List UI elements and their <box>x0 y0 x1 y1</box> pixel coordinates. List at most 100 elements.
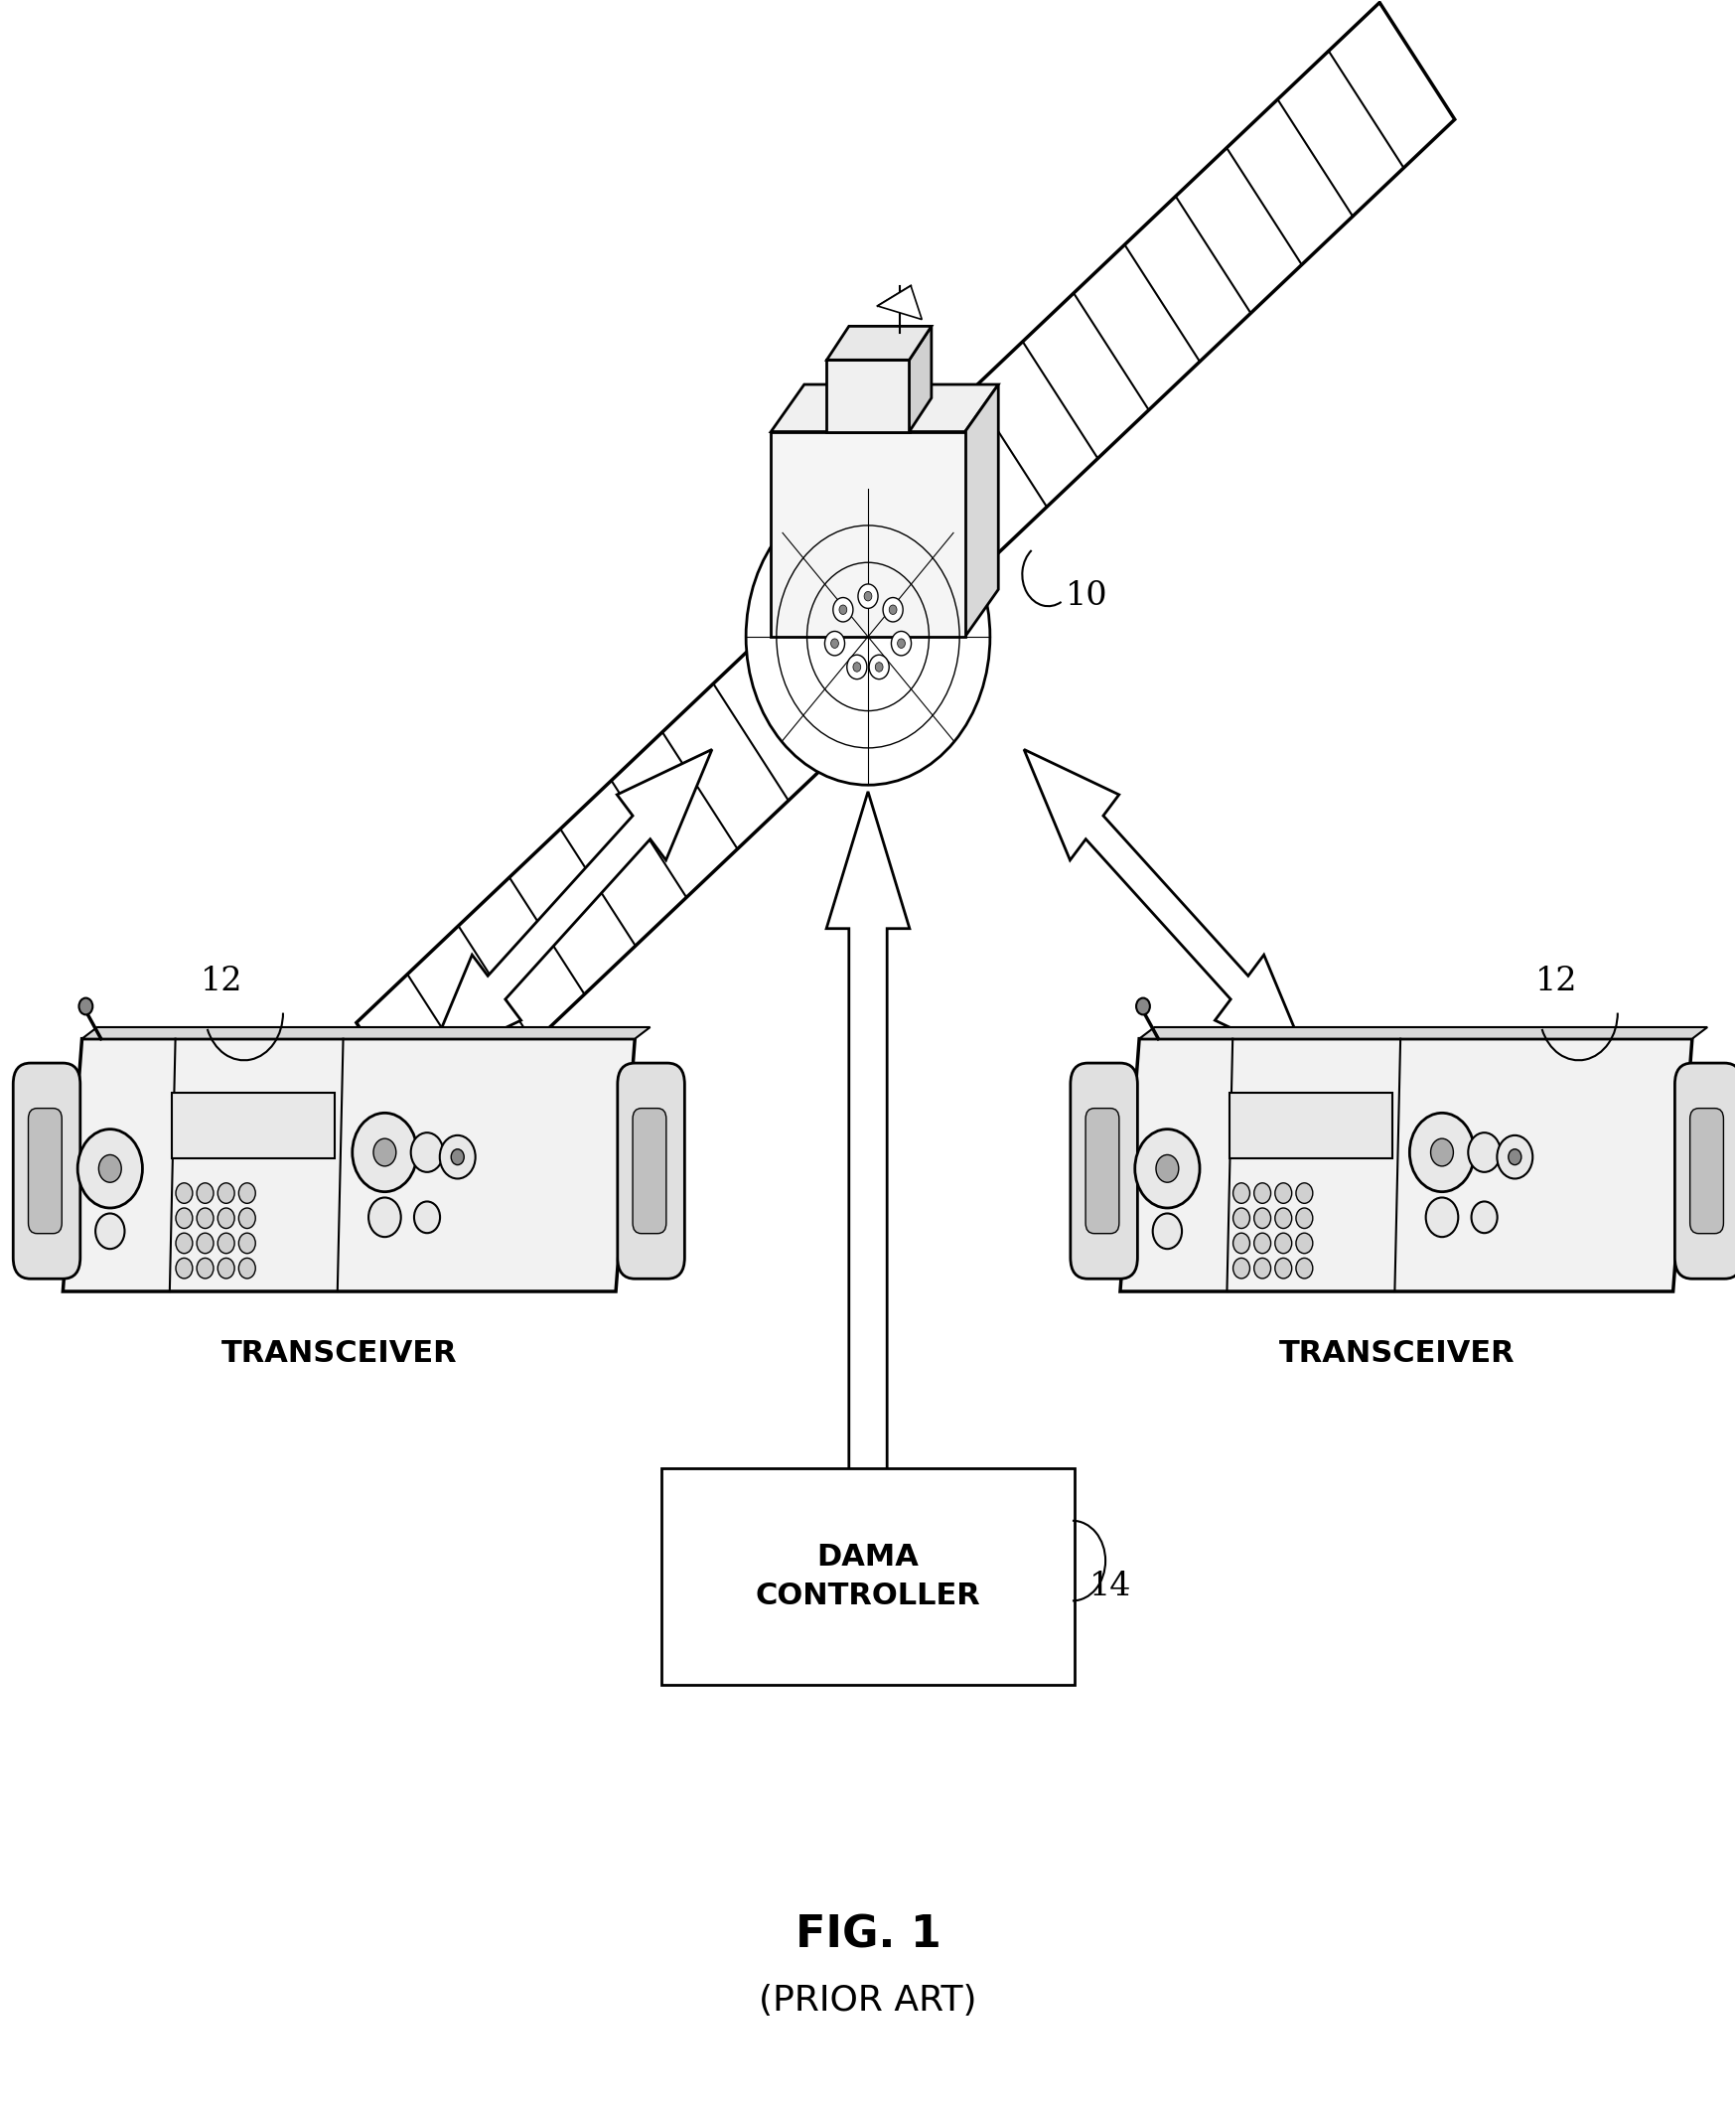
Circle shape <box>1253 1232 1271 1253</box>
Text: 12: 12 <box>1535 966 1578 998</box>
Polygon shape <box>771 384 998 433</box>
Circle shape <box>1153 1213 1182 1249</box>
Circle shape <box>175 1232 193 1253</box>
FancyBboxPatch shape <box>1689 1108 1724 1234</box>
Circle shape <box>825 631 845 656</box>
Text: (PRIOR ART): (PRIOR ART) <box>759 1983 977 2017</box>
FancyBboxPatch shape <box>28 1108 62 1234</box>
Circle shape <box>1253 1184 1271 1203</box>
FancyBboxPatch shape <box>1071 1063 1137 1279</box>
Circle shape <box>238 1232 255 1253</box>
Circle shape <box>833 597 852 622</box>
Circle shape <box>1496 1135 1533 1179</box>
Circle shape <box>1274 1232 1292 1253</box>
Circle shape <box>411 1133 443 1171</box>
Circle shape <box>238 1184 255 1203</box>
Text: DAMA
CONTROLLER: DAMA CONTROLLER <box>755 1542 981 1610</box>
Circle shape <box>1233 1232 1250 1253</box>
Circle shape <box>858 584 878 608</box>
Circle shape <box>175 1184 193 1203</box>
Circle shape <box>217 1232 234 1253</box>
Circle shape <box>1297 1232 1312 1253</box>
Circle shape <box>439 1135 476 1179</box>
Circle shape <box>1509 1150 1521 1165</box>
Circle shape <box>1297 1209 1312 1228</box>
Circle shape <box>217 1209 234 1228</box>
Circle shape <box>1233 1209 1250 1228</box>
Circle shape <box>196 1258 214 1279</box>
Circle shape <box>1425 1198 1458 1236</box>
Circle shape <box>238 1258 255 1279</box>
Bar <box>826 361 910 433</box>
Circle shape <box>1253 1258 1271 1279</box>
FancyBboxPatch shape <box>14 1063 80 1279</box>
FancyBboxPatch shape <box>1229 1093 1392 1158</box>
Text: 10: 10 <box>1066 580 1108 612</box>
Polygon shape <box>910 327 932 433</box>
Circle shape <box>1274 1184 1292 1203</box>
Polygon shape <box>356 587 891 1139</box>
Circle shape <box>196 1209 214 1228</box>
Circle shape <box>1469 1133 1500 1171</box>
Circle shape <box>889 606 898 614</box>
Circle shape <box>352 1112 417 1192</box>
Circle shape <box>1233 1258 1250 1279</box>
Circle shape <box>1135 1129 1200 1209</box>
Circle shape <box>1135 998 1149 1015</box>
Circle shape <box>865 591 871 601</box>
Circle shape <box>78 998 92 1015</box>
Circle shape <box>1274 1209 1292 1228</box>
FancyBboxPatch shape <box>1675 1063 1736 1279</box>
Circle shape <box>898 639 904 648</box>
Circle shape <box>196 1184 214 1203</box>
Polygon shape <box>425 749 712 1066</box>
Circle shape <box>1253 1209 1271 1228</box>
Polygon shape <box>82 1028 649 1038</box>
Circle shape <box>891 631 911 656</box>
Text: TRANSCEIVER: TRANSCEIVER <box>222 1340 457 1367</box>
Text: 12: 12 <box>201 966 243 998</box>
Polygon shape <box>826 791 910 1473</box>
Circle shape <box>373 1139 396 1167</box>
Circle shape <box>99 1154 122 1182</box>
Polygon shape <box>1139 1028 1708 1038</box>
Polygon shape <box>965 384 998 637</box>
Circle shape <box>1430 1139 1453 1167</box>
Circle shape <box>847 654 866 679</box>
Polygon shape <box>877 285 922 319</box>
Circle shape <box>746 487 990 785</box>
FancyBboxPatch shape <box>172 1093 335 1158</box>
Circle shape <box>175 1209 193 1228</box>
Polygon shape <box>1024 749 1311 1066</box>
Circle shape <box>175 1258 193 1279</box>
Bar <box>771 433 965 637</box>
Circle shape <box>852 663 861 671</box>
Circle shape <box>368 1198 401 1236</box>
Circle shape <box>870 654 889 679</box>
Circle shape <box>1297 1258 1312 1279</box>
Text: FIG. 1: FIG. 1 <box>795 1914 941 1956</box>
Circle shape <box>1410 1112 1474 1192</box>
Circle shape <box>884 597 903 622</box>
Circle shape <box>1233 1184 1250 1203</box>
Circle shape <box>451 1150 464 1165</box>
Text: 14: 14 <box>1090 1570 1132 1601</box>
Polygon shape <box>826 327 932 361</box>
FancyBboxPatch shape <box>632 1108 667 1234</box>
Circle shape <box>1274 1258 1292 1279</box>
Text: TRANSCEIVER: TRANSCEIVER <box>1279 1340 1514 1367</box>
Circle shape <box>1156 1154 1179 1182</box>
Circle shape <box>838 606 847 614</box>
Circle shape <box>1472 1201 1498 1232</box>
FancyBboxPatch shape <box>661 1469 1075 1686</box>
Polygon shape <box>1120 1038 1693 1291</box>
Polygon shape <box>920 2 1455 555</box>
Circle shape <box>95 1213 125 1249</box>
Circle shape <box>196 1232 214 1253</box>
Circle shape <box>415 1201 439 1232</box>
Polygon shape <box>62 1038 635 1291</box>
FancyBboxPatch shape <box>1085 1108 1120 1234</box>
Circle shape <box>1297 1184 1312 1203</box>
Circle shape <box>217 1184 234 1203</box>
Circle shape <box>875 663 884 671</box>
